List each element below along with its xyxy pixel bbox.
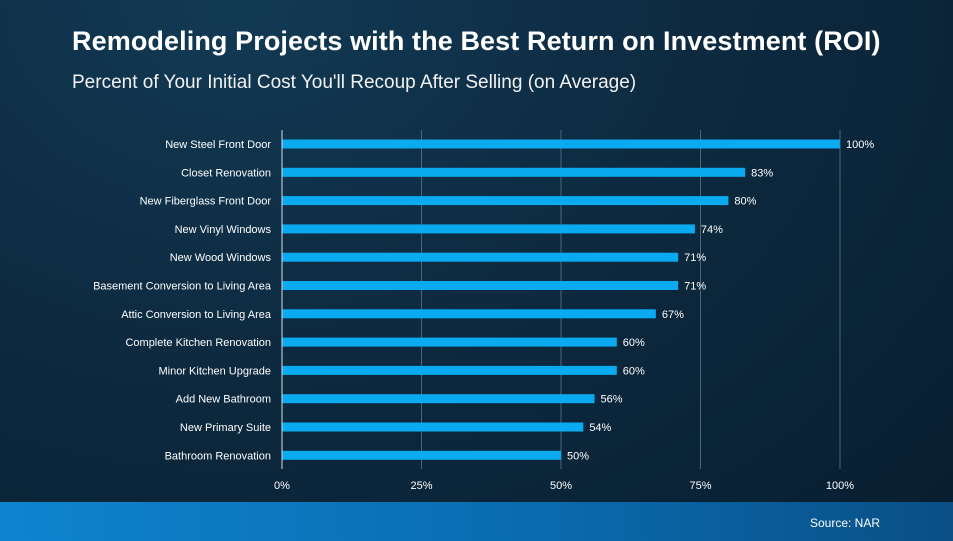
category-label: New Fiberglass Front Door (140, 196, 272, 208)
source-note: Source: NAR (809, 516, 880, 530)
data-label: 67% (662, 309, 684, 321)
bar (282, 365, 617, 375)
bar (282, 224, 695, 234)
category-label: Bathroom Renovation (165, 450, 271, 462)
chart-subtitle: Percent of Your Initial Cost You'll Reco… (72, 72, 637, 93)
x-tick-label: 50% (550, 480, 572, 492)
bar (282, 139, 840, 149)
category-label: Attic Conversion to Living Area (121, 309, 272, 321)
x-tick-label: 75% (689, 480, 711, 492)
footer-bar: Source: NAR (0, 502, 953, 541)
category-label: New Vinyl Windows (175, 224, 272, 236)
data-label: 83% (751, 167, 773, 179)
bar (282, 337, 617, 347)
bar (282, 196, 729, 206)
bar (282, 281, 679, 290)
bar (282, 422, 584, 432)
category-label: Basement Conversion to Living Area (93, 281, 272, 293)
x-tick-label: 25% (410, 480, 432, 492)
data-label: 60% (623, 337, 645, 349)
data-label: 60% (623, 365, 645, 377)
data-label: 71% (684, 252, 706, 264)
bar (282, 252, 679, 262)
category-label: New Steel Front Door (165, 139, 271, 151)
category-label: Complete Kitchen Renovation (125, 337, 271, 349)
data-label: 71% (684, 281, 706, 293)
category-label: New Wood Windows (170, 252, 272, 264)
data-label: 74% (701, 224, 723, 236)
bar (282, 309, 656, 319)
data-label: 50% (567, 450, 589, 462)
data-label: 80% (734, 196, 756, 208)
bar (282, 394, 595, 404)
bar (282, 450, 561, 460)
x-tick-label: 0% (274, 480, 290, 492)
category-label: New Primary Suite (180, 422, 271, 434)
bar (282, 167, 746, 177)
x-tick-label: 100% (826, 480, 854, 492)
data-label: 100% (846, 139, 874, 151)
chart-title: Remodeling Projects with the Best Return… (72, 26, 881, 56)
category-label: Closet Renovation (181, 167, 271, 179)
category-label: Minor Kitchen Upgrade (158, 365, 271, 377)
data-label: 56% (600, 394, 622, 406)
category-label: Add New Bathroom (176, 394, 271, 406)
data-label: 54% (589, 422, 611, 434)
